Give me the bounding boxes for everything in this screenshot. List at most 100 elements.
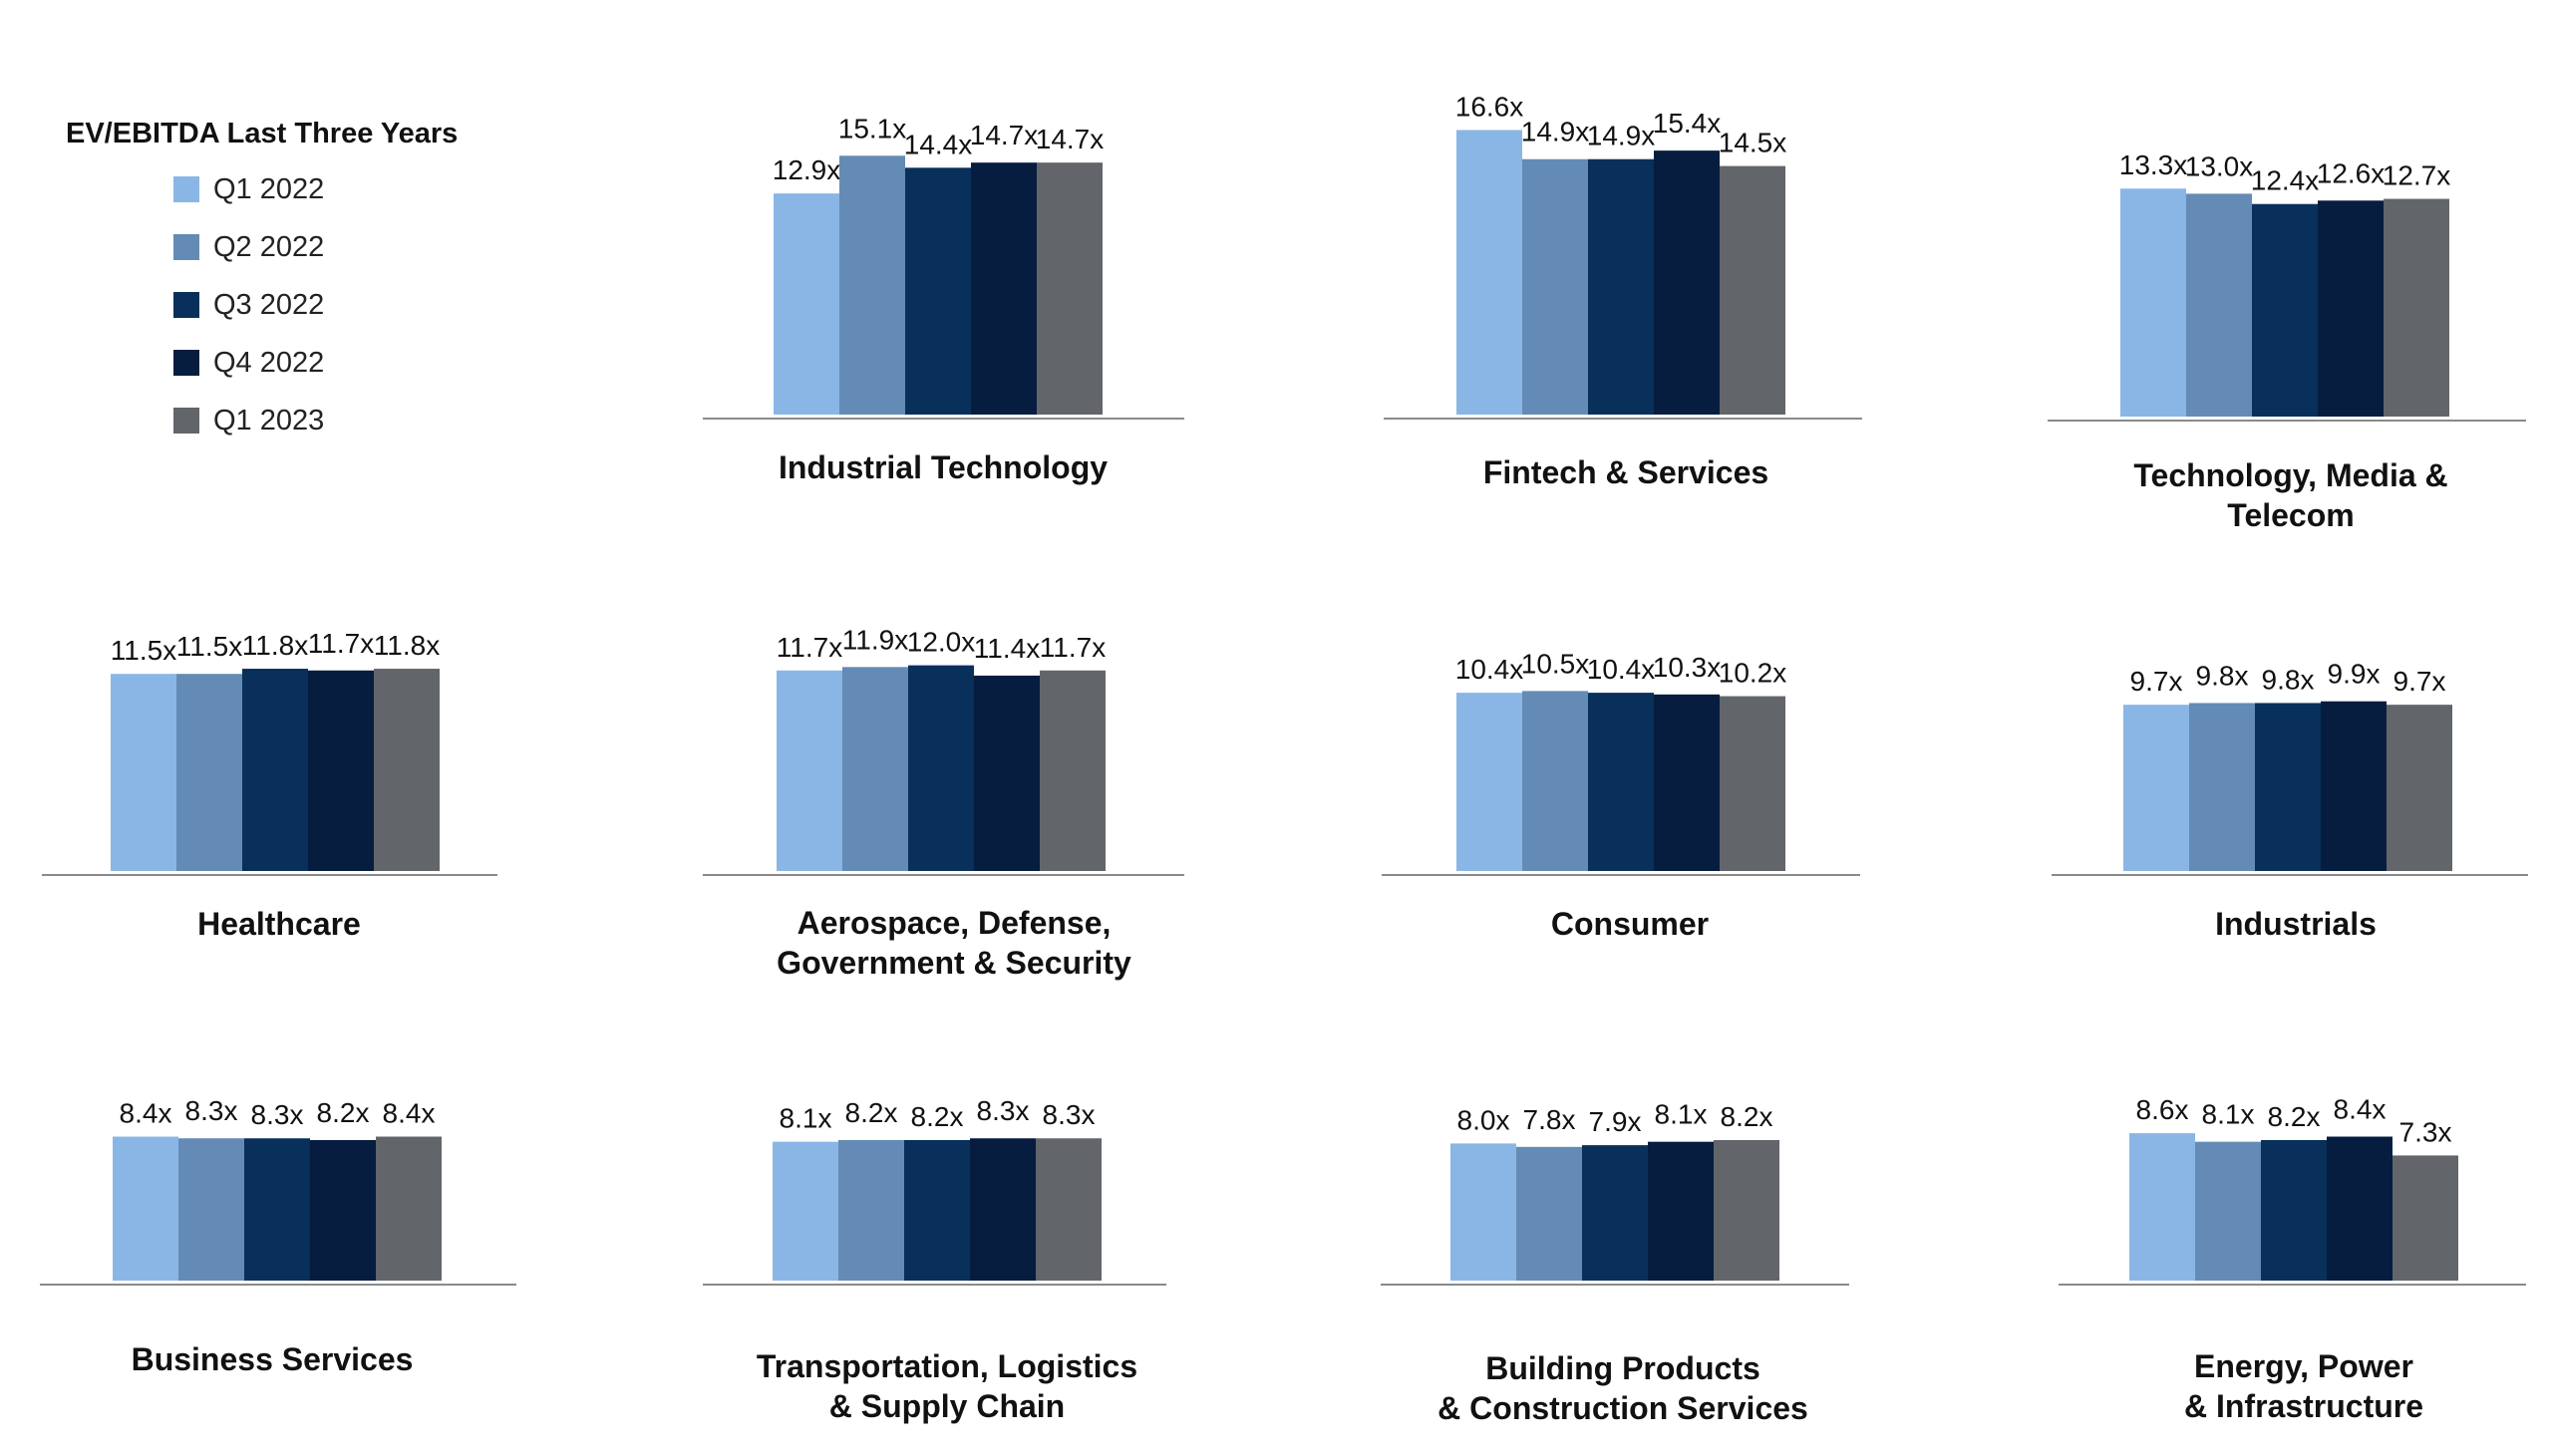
bar bbox=[308, 670, 374, 871]
data-label: 13.3x bbox=[2119, 149, 2188, 180]
panel-title: & Infrastructure bbox=[2184, 1388, 2423, 1424]
data-label: 14.9x bbox=[1521, 117, 1590, 147]
legend-swatch bbox=[173, 234, 199, 260]
data-label: 14.4x bbox=[904, 129, 973, 159]
bar bbox=[244, 1138, 310, 1281]
data-label: 8.2x bbox=[2268, 1101, 2321, 1132]
data-label: 8.3x bbox=[1043, 1099, 1096, 1130]
legend-label: Q2 2022 bbox=[213, 230, 325, 263]
bar bbox=[2261, 1139, 2327, 1281]
bar bbox=[2321, 701, 2387, 871]
data-label: 7.3x bbox=[2399, 1116, 2452, 1147]
panel-title: Industrial Technology bbox=[779, 449, 1108, 485]
data-label: 8.2x bbox=[911, 1101, 964, 1132]
bar bbox=[2189, 703, 2255, 871]
data-label: 10.4x bbox=[1587, 654, 1656, 685]
panel-title: Fintech & Services bbox=[1483, 454, 1768, 490]
legend-item-q1-2022: Q1 2022 bbox=[173, 172, 484, 206]
bar bbox=[1522, 158, 1588, 415]
data-label: 11.5x bbox=[111, 635, 176, 666]
data-label: 13.0x bbox=[2185, 150, 2254, 181]
data-label: 8.3x bbox=[977, 1095, 1030, 1126]
data-label: 12.6x bbox=[2317, 157, 2386, 188]
bar bbox=[773, 1141, 838, 1281]
legend-item-q3-2022: Q3 2022 bbox=[173, 288, 484, 322]
data-label: 7.8x bbox=[1523, 1104, 1576, 1135]
bar bbox=[2123, 705, 2189, 871]
bar bbox=[908, 665, 974, 871]
bar bbox=[374, 669, 440, 871]
bar bbox=[2195, 1141, 2261, 1281]
bar bbox=[1522, 691, 1588, 871]
bar bbox=[178, 1138, 244, 1281]
panel-title: Aerospace, Defense, bbox=[798, 905, 1112, 941]
data-label: 14.7x bbox=[1036, 124, 1105, 154]
bar bbox=[1040, 670, 1106, 871]
bar bbox=[2129, 1133, 2195, 1281]
data-label: 14.7x bbox=[970, 120, 1039, 150]
data-label: 16.6x bbox=[1455, 91, 1524, 122]
data-label: 10.3x bbox=[1653, 652, 1722, 683]
data-label: 15.4x bbox=[1653, 108, 1722, 139]
data-label: 8.0x bbox=[1457, 1104, 1510, 1135]
data-label: 8.2x bbox=[317, 1097, 370, 1128]
data-label: 14.5x bbox=[1719, 128, 1787, 158]
data-label: 11.7x bbox=[777, 632, 842, 663]
data-label: 11.7x bbox=[1040, 632, 1106, 663]
legend-item-q1-2023: Q1 2023 bbox=[173, 404, 484, 437]
data-label: 11.4x bbox=[974, 633, 1040, 664]
bar bbox=[839, 155, 905, 415]
bar bbox=[842, 667, 908, 871]
bar bbox=[2186, 193, 2252, 417]
legend-label: Q3 2022 bbox=[213, 288, 325, 321]
data-label: 12.7x bbox=[2383, 160, 2451, 191]
panel-title: Business Services bbox=[132, 1341, 414, 1377]
data-label: 9.8x bbox=[2262, 664, 2315, 695]
data-label: 9.9x bbox=[2328, 659, 2381, 690]
panel-title: Telecom bbox=[2227, 497, 2354, 533]
bar bbox=[970, 1138, 1036, 1281]
bar bbox=[2327, 1136, 2392, 1281]
bar bbox=[838, 1139, 904, 1281]
bar bbox=[2255, 703, 2321, 871]
data-label: 12.0x bbox=[907, 627, 976, 658]
panel-title: Government & Security bbox=[777, 945, 1131, 981]
data-label: 8.4x bbox=[383, 1098, 436, 1129]
data-label: 8.2x bbox=[845, 1097, 898, 1128]
bar bbox=[971, 162, 1037, 415]
bar bbox=[904, 1139, 970, 1281]
data-label: 9.8x bbox=[2196, 660, 2249, 691]
bar bbox=[1648, 1141, 1714, 1281]
bar bbox=[1037, 162, 1103, 415]
data-label: 9.7x bbox=[2393, 666, 2446, 697]
bar bbox=[1456, 693, 1522, 871]
bar bbox=[376, 1136, 442, 1281]
bar bbox=[2387, 705, 2452, 871]
bar bbox=[1450, 1143, 1516, 1281]
data-label: 9.7x bbox=[2130, 666, 2183, 697]
bar bbox=[111, 674, 176, 871]
legend-swatch bbox=[173, 292, 199, 318]
data-label: 8.3x bbox=[251, 1099, 304, 1130]
bar bbox=[2252, 203, 2318, 417]
panel-title: Industrials bbox=[2215, 906, 2377, 942]
data-label: 8.1x bbox=[1655, 1099, 1708, 1130]
bar bbox=[2120, 188, 2186, 417]
bar bbox=[1456, 130, 1522, 416]
data-label: 8.4x bbox=[120, 1098, 172, 1129]
bar bbox=[1720, 696, 1785, 871]
legend-item-q4-2022: Q4 2022 bbox=[173, 346, 484, 380]
legend-item-q2-2022: Q2 2022 bbox=[173, 230, 484, 264]
data-label: 15.1x bbox=[838, 113, 907, 144]
legend-label: Q1 2022 bbox=[213, 172, 325, 205]
data-label: 11.9x bbox=[842, 624, 908, 655]
bar bbox=[905, 167, 971, 415]
bar bbox=[774, 193, 839, 415]
bar bbox=[1654, 150, 1720, 415]
bar bbox=[777, 670, 842, 871]
data-label: 11.8x bbox=[242, 630, 308, 661]
data-label: 8.1x bbox=[2202, 1099, 2255, 1130]
data-label: 8.1x bbox=[780, 1103, 832, 1134]
